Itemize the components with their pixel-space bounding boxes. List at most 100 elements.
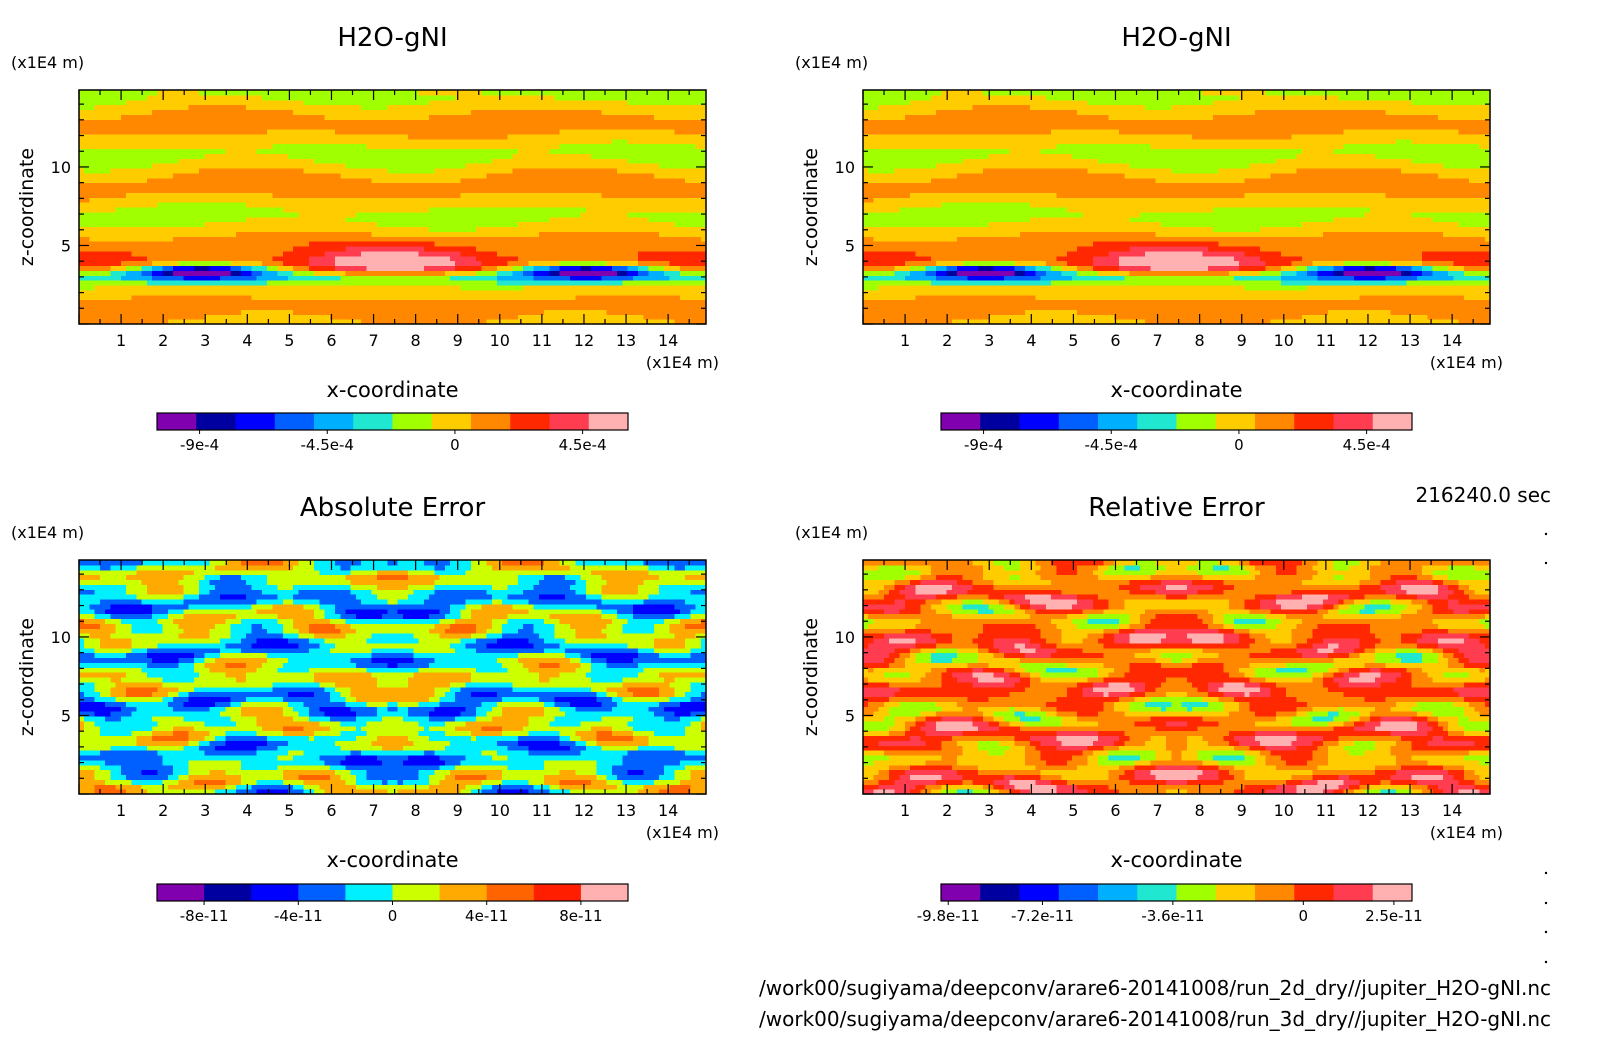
heatmap-cell bbox=[565, 217, 571, 222]
heatmap-cell bbox=[215, 134, 221, 139]
heatmap-cell bbox=[298, 222, 304, 227]
heatmap-cell bbox=[549, 285, 555, 290]
heatmap-cell bbox=[178, 197, 184, 202]
heatmap-cell bbox=[481, 124, 487, 129]
heatmap-cell bbox=[403, 119, 409, 124]
heatmap-cell bbox=[696, 129, 702, 134]
heatmap-cell bbox=[413, 119, 419, 124]
heatmap-cell bbox=[669, 197, 675, 202]
heatmap-cell bbox=[272, 290, 278, 295]
heatmap-cell bbox=[659, 300, 665, 305]
heatmap-cell bbox=[251, 246, 257, 251]
heatmap-cell bbox=[330, 241, 336, 246]
heatmap-cell bbox=[476, 266, 482, 271]
heatmap-cell bbox=[450, 144, 456, 149]
heatmap-cell bbox=[298, 227, 304, 232]
heatmap-cell bbox=[445, 129, 451, 134]
heatmap-cell bbox=[142, 178, 148, 183]
heatmap-cell bbox=[387, 217, 393, 222]
heatmap-cell bbox=[283, 163, 289, 168]
heatmap-cell bbox=[220, 285, 226, 290]
heatmap-cell bbox=[664, 197, 670, 202]
heatmap-cell bbox=[565, 144, 571, 149]
heatmap-cell bbox=[293, 119, 299, 124]
heatmap-cell bbox=[659, 295, 665, 300]
heatmap-cell bbox=[507, 300, 513, 305]
heatmap-cell bbox=[617, 285, 623, 290]
heatmap-cell bbox=[345, 266, 351, 271]
heatmap-cell bbox=[398, 295, 404, 300]
heatmap-cell bbox=[602, 149, 608, 154]
heatmap-cell bbox=[257, 241, 263, 246]
heatmap-cell bbox=[251, 124, 257, 129]
heatmap-cell bbox=[403, 246, 409, 251]
heatmap-cell bbox=[497, 178, 503, 183]
heatmap-cell bbox=[89, 188, 95, 193]
heatmap-cell bbox=[272, 222, 278, 227]
heatmap-cell bbox=[152, 275, 158, 280]
heatmap-cell bbox=[163, 266, 169, 271]
heatmap-cell bbox=[178, 124, 184, 129]
heatmap-cell bbox=[84, 134, 90, 139]
heatmap-cell bbox=[654, 192, 660, 197]
heatmap-cell bbox=[105, 188, 111, 193]
heatmap-cell bbox=[403, 173, 409, 178]
heatmap-cell bbox=[403, 227, 409, 232]
heatmap-cell bbox=[539, 270, 545, 275]
heatmap-cell bbox=[278, 144, 284, 149]
heatmap-cell bbox=[163, 231, 169, 236]
heatmap-cell bbox=[487, 149, 493, 154]
heatmap-cell bbox=[372, 134, 378, 139]
heatmap-cell bbox=[440, 300, 446, 305]
heatmap-cell bbox=[586, 124, 592, 129]
heatmap-cell bbox=[178, 290, 184, 295]
heatmap-cell bbox=[581, 217, 587, 222]
heatmap-cell bbox=[377, 153, 383, 158]
heatmap-cell bbox=[304, 251, 310, 256]
heatmap-cell bbox=[309, 290, 315, 295]
heatmap-cell bbox=[429, 256, 435, 261]
heatmap-cell bbox=[272, 153, 278, 158]
heatmap-cell bbox=[267, 236, 273, 241]
heatmap-cell bbox=[575, 290, 581, 295]
heatmap-cell bbox=[178, 139, 184, 144]
heatmap-cell bbox=[215, 139, 221, 144]
heatmap-cell bbox=[575, 266, 581, 271]
heatmap-cell bbox=[79, 207, 85, 212]
heatmap-cell bbox=[638, 207, 644, 212]
heatmap-cell bbox=[220, 314, 226, 319]
heatmap-cell bbox=[283, 309, 289, 314]
heatmap-cell bbox=[575, 178, 581, 183]
heatmap-cell bbox=[466, 207, 472, 212]
heatmap-cell bbox=[199, 285, 205, 290]
heatmap-cell bbox=[298, 251, 304, 256]
heatmap-cell bbox=[178, 144, 184, 149]
heatmap-cell bbox=[236, 280, 242, 285]
heatmap-cell bbox=[696, 188, 702, 193]
heatmap-cell bbox=[628, 163, 634, 168]
heatmap-cell bbox=[518, 309, 524, 314]
heatmap-cell bbox=[225, 300, 231, 305]
heatmap-cell bbox=[664, 285, 670, 290]
heatmap-cell bbox=[100, 202, 106, 207]
heatmap-cell bbox=[340, 124, 346, 129]
heatmap-cell bbox=[382, 246, 388, 251]
heatmap-cell bbox=[654, 266, 660, 271]
heatmap-cell bbox=[147, 236, 153, 241]
heatmap-cell bbox=[507, 266, 513, 271]
heatmap-cell bbox=[502, 129, 508, 134]
heatmap-cell bbox=[220, 270, 226, 275]
heatmap-cell bbox=[481, 295, 487, 300]
heatmap-cell bbox=[696, 314, 702, 319]
heatmap-cell bbox=[283, 192, 289, 197]
heatmap-cell bbox=[251, 139, 257, 144]
heatmap-cell bbox=[460, 217, 466, 222]
heatmap-cell bbox=[356, 300, 362, 305]
heatmap-cell bbox=[325, 144, 331, 149]
heatmap-cell bbox=[507, 188, 513, 193]
heatmap-cell bbox=[366, 212, 372, 217]
heatmap-cell bbox=[471, 153, 477, 158]
heatmap-cell bbox=[617, 183, 623, 188]
heatmap-cell bbox=[136, 256, 142, 261]
heatmap-cell bbox=[152, 139, 158, 144]
